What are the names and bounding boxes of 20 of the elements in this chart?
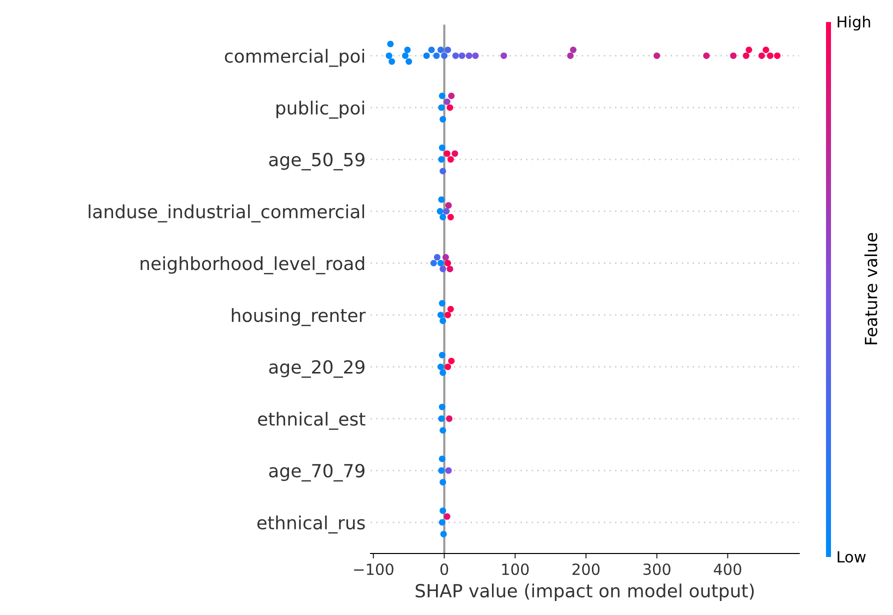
y-tick-label: public_poi (276, 100, 364, 119)
y-tick-label: commercial_poi (224, 48, 364, 67)
color-bar-title: Feature value (864, 233, 878, 344)
color-bar-label: Low (838, 551, 866, 563)
x-tick-label: 100 (502, 563, 529, 576)
y-tick-label: ethnical_rus (257, 516, 365, 534)
color-bar-label: High (838, 16, 870, 31)
x-tick-label: 200 (572, 563, 600, 576)
y-tick-label: landuse_industrial_commercial (88, 204, 364, 222)
y-tick-label: age_20_29 (269, 360, 364, 378)
y-tick-label: age_70_79 (269, 464, 364, 482)
y-tick-label: housing_renter (232, 308, 366, 326)
y-tick-label: neighborhood_level_road (140, 256, 364, 274)
x-tick-label: 0 (440, 563, 448, 576)
x-axis-title: SHAP value (impact on model output) (416, 584, 754, 602)
y-tick-label: age_50_59 (269, 152, 364, 170)
y-tick-label: ethnical_est (258, 412, 366, 430)
x-tick-label: 400 (714, 563, 742, 576)
x-tick-label: 300 (643, 563, 670, 576)
x-tick-label: −100 (354, 563, 394, 576)
